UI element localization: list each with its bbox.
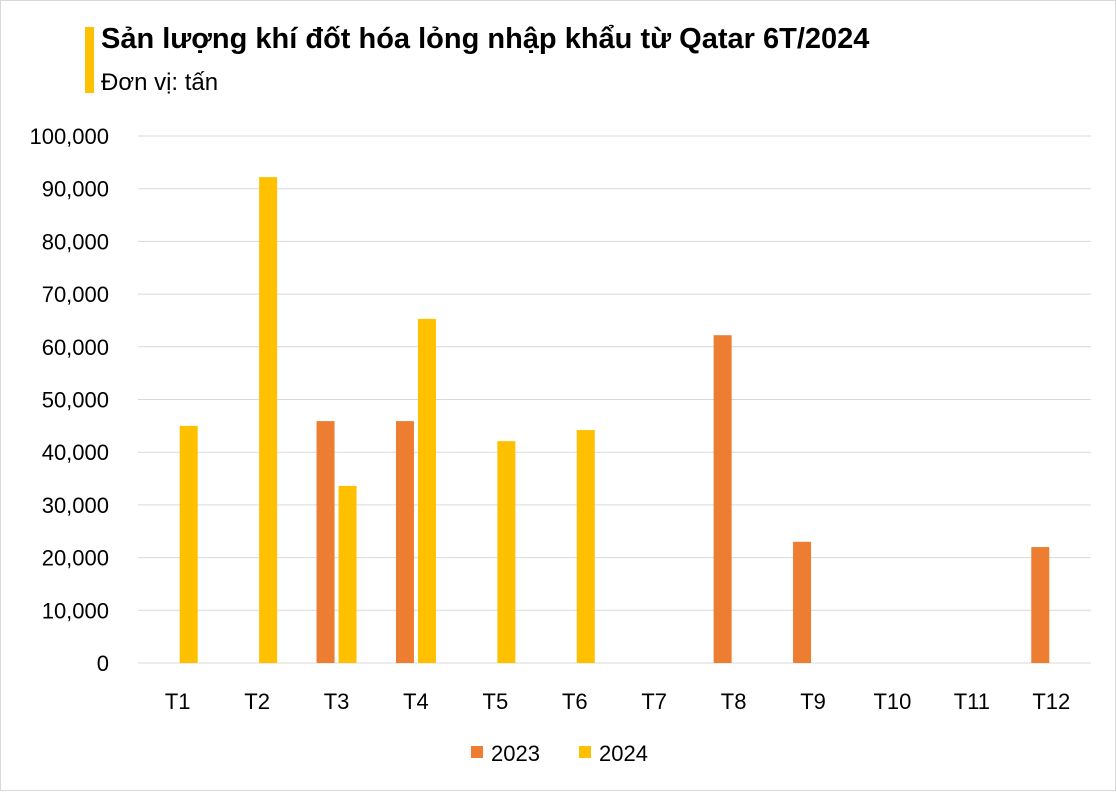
bar-2023-T12: [1031, 547, 1050, 663]
x-tick-label: T6: [562, 689, 588, 714]
legend-label: 2024: [599, 741, 648, 766]
legend-swatch-2024: [579, 746, 591, 758]
x-tick-label: T4: [403, 689, 429, 714]
y-tick-label: 30,000: [42, 493, 109, 518]
chart-title: Sản lượng khí đốt hóa lỏng nhập khẩu từ …: [101, 23, 870, 55]
x-tick-label: T12: [1032, 689, 1070, 714]
x-tick-label: T10: [873, 689, 911, 714]
x-tick-label: T3: [324, 689, 350, 714]
legend-swatch-2023: [471, 746, 483, 758]
y-tick-label: 20,000: [42, 546, 109, 571]
x-tick-label: T5: [483, 689, 509, 714]
y-tick-label: 90,000: [42, 177, 109, 202]
bar-2023-T8: [713, 335, 732, 663]
bar-2024-T1: [179, 425, 198, 663]
y-tick-label: 80,000: [42, 229, 109, 254]
bar-2024-T5: [497, 441, 516, 663]
title-accent-bar: [85, 27, 94, 93]
bar-2023-T4: [395, 421, 414, 663]
y-tick-label: 40,000: [42, 440, 109, 465]
y-tick-label: 70,000: [42, 282, 109, 307]
y-tick-label: 10,000: [42, 598, 109, 623]
x-tick-label: T8: [721, 689, 747, 714]
bar-2024-T3: [338, 485, 357, 663]
y-tick-label: 0: [97, 651, 109, 676]
x-tick-label: T1: [165, 689, 191, 714]
bar-2024-T6: [576, 430, 595, 663]
bar-2023-T9: [793, 541, 812, 663]
bar-2024-T2: [259, 177, 278, 663]
x-tick-label: T7: [641, 689, 667, 714]
y-tick-label: 60,000: [42, 335, 109, 360]
x-tick-label: T11: [954, 689, 990, 714]
bar-2023-T3: [316, 421, 335, 663]
bar-2024-T4: [417, 318, 436, 663]
x-tick-label: T9: [800, 689, 826, 714]
x-tick-label: T2: [244, 689, 270, 714]
y-tick-label: 50,000: [42, 388, 109, 413]
chart-subtitle: Đơn vị: tấn: [101, 69, 219, 96]
y-tick-label: 100,000: [29, 124, 109, 149]
legend-label: 2023: [491, 741, 540, 766]
